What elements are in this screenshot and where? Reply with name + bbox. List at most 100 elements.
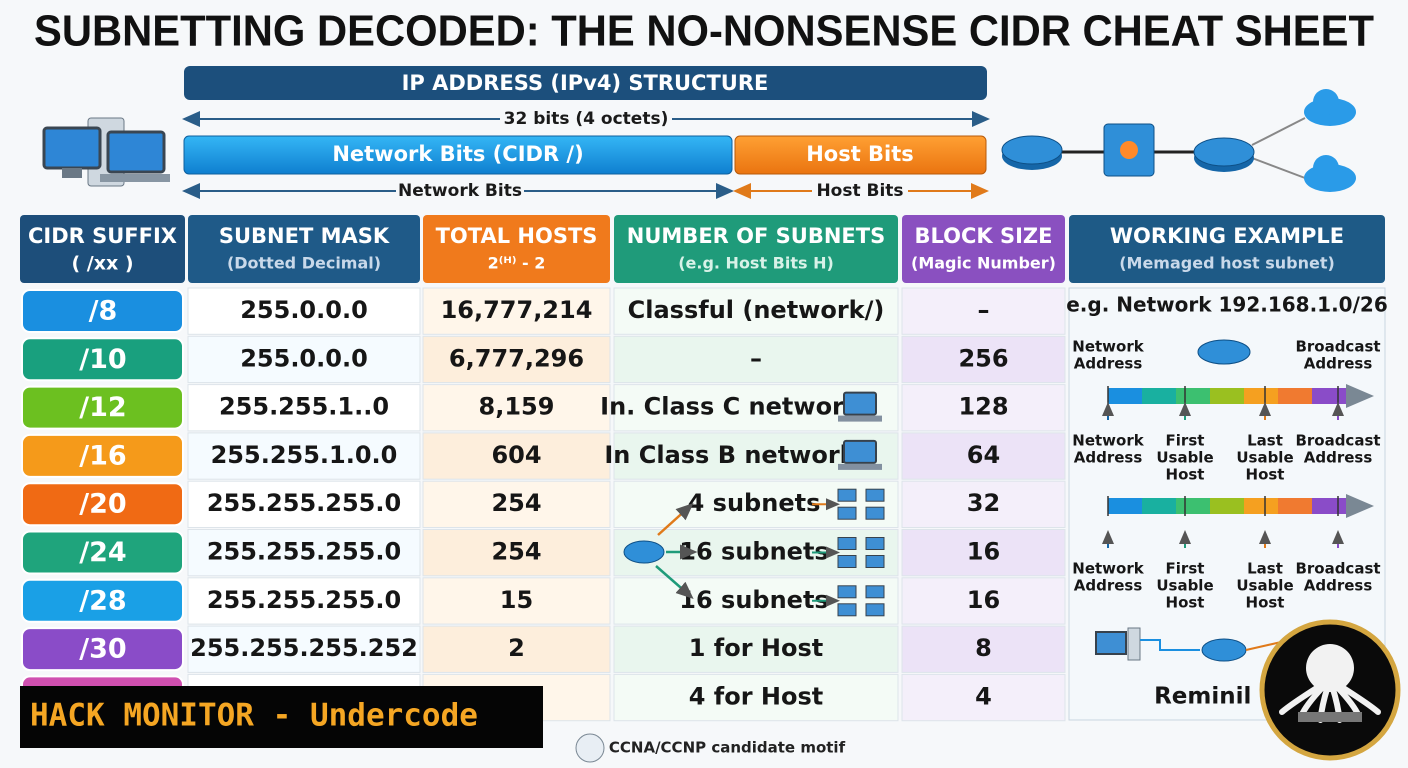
keyboard — [100, 174, 170, 182]
address-label: First — [1166, 432, 1205, 450]
address-label: Host — [1166, 594, 1205, 612]
monitor-right — [106, 130, 166, 174]
cell-mask: 255.0.0.0 — [240, 344, 368, 372]
badge-keyboard — [1298, 712, 1362, 722]
range-segment — [1312, 498, 1346, 514]
pc-icon — [837, 585, 857, 599]
cell-block: 16 — [967, 538, 1000, 566]
cidr-label: /28 — [79, 585, 126, 616]
table-cell — [901, 577, 1066, 625]
table-cell — [422, 384, 611, 432]
monitor-left — [42, 126, 102, 170]
cell-subnets: In Class B network — [604, 441, 856, 469]
table-cell — [613, 625, 899, 673]
cell-block: 32 — [967, 489, 1000, 517]
address-label: Usable — [1236, 449, 1293, 467]
net-link-2 — [1251, 117, 1306, 146]
range-segment — [1278, 498, 1312, 514]
cell-subnets: 4 for Host — [689, 682, 824, 710]
address-label: Address — [1304, 449, 1373, 467]
cell-block: 256 — [958, 344, 1008, 372]
structure-banner — [184, 66, 987, 100]
table-cell — [613, 335, 899, 384]
cell-mask: 255.255.1.0.0 — [211, 441, 398, 469]
laptop-base — [838, 415, 882, 422]
table-cell — [187, 335, 421, 384]
cidr-label: /10 — [79, 344, 126, 375]
table-cell — [901, 432, 1066, 480]
mini-pc — [1095, 631, 1127, 655]
address-label: Network — [1072, 432, 1144, 450]
cell-block: 4 — [975, 682, 992, 710]
cloud-icon-puff — [1313, 89, 1339, 115]
table-cell — [422, 577, 611, 625]
cidr-label: /20 — [79, 489, 126, 520]
cidr-label: /12 — [79, 392, 126, 423]
range-arrowhead — [1346, 494, 1374, 518]
cell-subnets: In. Class C network — [600, 393, 861, 421]
address-label: Address — [1074, 577, 1143, 595]
header-sublabel: 2⁽ᴴ⁾ - 2 — [488, 254, 546, 273]
example-subheading: (Memaged host subnet) — [1119, 254, 1335, 273]
table-cell — [901, 384, 1066, 432]
range-segment — [1210, 498, 1244, 514]
example-bottom-text: Reminil S — [1154, 684, 1276, 710]
address-label: Last — [1247, 560, 1283, 578]
network-span-bg — [396, 180, 524, 202]
mini-tower — [1127, 627, 1141, 661]
cidr-button — [21, 627, 184, 672]
main-title: SUBNETTING DECODED: THE NO-NONSENSE CIDR… — [34, 7, 1374, 56]
cidr-button — [21, 337, 184, 382]
range-segment — [1176, 498, 1210, 514]
cidr-button — [21, 482, 184, 527]
table-cell — [187, 384, 421, 432]
range-segment — [1142, 388, 1176, 404]
laptop-icon — [843, 439, 877, 464]
cell-hosts: 8,159 — [479, 393, 555, 421]
table-cell — [422, 529, 611, 577]
address-label: Last — [1247, 432, 1283, 450]
cell-hosts: 2 — [508, 634, 525, 662]
range-segment — [1108, 498, 1142, 514]
cell-hosts: 6,777,296 — [449, 344, 584, 372]
header-label: TOTAL HOSTS — [436, 224, 598, 248]
pc-icon — [865, 585, 885, 599]
pc-icon — [865, 555, 885, 568]
cidr-button — [21, 289, 184, 333]
cell-hosts: 604 — [491, 441, 541, 469]
pc-icon — [837, 555, 857, 568]
table-header — [423, 215, 610, 283]
cell-block: 8 — [975, 634, 992, 662]
range-segment — [1176, 388, 1210, 404]
range-arrowhead — [1346, 384, 1374, 408]
header-sublabel: (Dotted Decimal) — [227, 254, 381, 273]
address-label: Host — [1246, 594, 1285, 612]
footer-logo — [575, 733, 605, 763]
cell-subnets: 4 subnets — [688, 489, 821, 517]
host-span-label: Host Bits — [816, 181, 903, 201]
cell-block: 128 — [958, 393, 1008, 421]
pc-icon — [865, 603, 885, 617]
header-label: NUMBER OF SUBNETS — [627, 224, 885, 248]
range-segment — [1244, 498, 1278, 514]
pc-icon — [837, 537, 857, 550]
address-label: Broadcast — [1295, 338, 1380, 356]
table-cell — [422, 625, 611, 673]
pc-icon — [837, 603, 857, 617]
cidr-button — [21, 530, 184, 575]
width-label-bg — [500, 107, 672, 131]
address-label: Broadcast — [1295, 560, 1380, 578]
address-label: Usable — [1156, 449, 1213, 467]
table-cell — [187, 432, 421, 480]
badge-head — [1306, 644, 1354, 692]
network-bar-label: Network Bits (CIDR /) — [332, 142, 583, 166]
table-cell — [422, 287, 611, 335]
address-label: First — [1166, 560, 1205, 578]
cidr-label: /8 — [89, 296, 118, 327]
table-cell — [613, 673, 899, 722]
header-sublabel: (e.g. Host Bits H) — [678, 254, 834, 273]
network-span-label: Network Bits — [398, 181, 522, 201]
cell-block: – — [978, 296, 990, 324]
table-cell — [901, 529, 1066, 577]
